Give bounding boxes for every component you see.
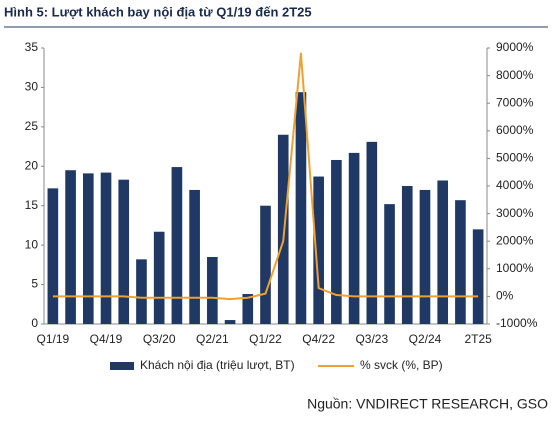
bar xyxy=(313,176,324,324)
x-tick-label: Q3/20 xyxy=(143,332,176,346)
y2-tick-label: 6000% xyxy=(496,123,534,137)
bar xyxy=(118,179,130,324)
bar xyxy=(100,172,112,324)
bar xyxy=(348,152,360,324)
bar xyxy=(419,189,431,324)
bar xyxy=(136,259,147,324)
y2-tick-label: 4000% xyxy=(496,178,534,192)
bar xyxy=(224,320,236,324)
y2-tick-label: 9000% xyxy=(496,40,534,54)
y-tick-label: 25 xyxy=(25,119,39,133)
x-tick-label: Q1/22 xyxy=(249,332,282,346)
y-tick-label: 35 xyxy=(25,40,39,54)
bar xyxy=(189,189,200,324)
bar xyxy=(366,141,378,324)
bar xyxy=(331,159,342,324)
chart-title: Hình 5: Lượt khách bay nội địa từ Q1/19 … xyxy=(4,4,312,19)
bar xyxy=(455,200,466,324)
bar xyxy=(472,229,484,324)
legend-swatch xyxy=(110,362,134,370)
legend-label: Khách nội địa (triệu lượt, BT) xyxy=(140,358,295,372)
y-tick-label: 20 xyxy=(25,158,39,172)
bar xyxy=(207,256,218,324)
y-tick-label: 15 xyxy=(25,198,39,212)
x-tick-label: Q1/19 xyxy=(37,332,70,346)
y-tick-label: 5 xyxy=(31,277,38,291)
y2-tick-label: -1000% xyxy=(496,316,538,330)
bar xyxy=(65,170,76,324)
bar xyxy=(47,188,59,324)
bar xyxy=(260,205,271,324)
legend-label: % svck (%, BP) xyxy=(360,358,443,372)
bar xyxy=(153,231,165,324)
y2-tick-label: 0% xyxy=(496,289,514,303)
y2-tick-label: 7000% xyxy=(496,95,534,109)
x-tick-label: Q2/24 xyxy=(409,332,442,346)
y2-tick-label: 8000% xyxy=(496,68,534,82)
bar xyxy=(401,186,413,324)
bar xyxy=(171,167,183,324)
x-tick-label: 2T25 xyxy=(464,332,492,346)
source: Nguồn: VNDIRECT RESEARCH, GSO xyxy=(307,396,548,412)
bar xyxy=(242,294,254,324)
y-tick-label: 10 xyxy=(25,237,39,251)
bar xyxy=(437,180,449,324)
x-tick-label: Q4/19 xyxy=(90,332,123,346)
y-tick-label: 0 xyxy=(31,316,38,330)
x-tick-label: Q4/22 xyxy=(302,332,335,346)
bar xyxy=(277,134,289,324)
bar xyxy=(295,92,307,324)
y2-tick-label: 1000% xyxy=(496,261,534,275)
y-tick-label: 30 xyxy=(25,80,39,94)
y2-tick-label: 5000% xyxy=(496,151,534,165)
y2-tick-label: 3000% xyxy=(496,206,534,220)
x-tick-label: Q3/23 xyxy=(355,332,388,346)
x-tick-label: Q2/21 xyxy=(196,332,229,346)
y2-tick-label: 2000% xyxy=(496,233,534,247)
line xyxy=(52,52,479,301)
bar xyxy=(384,204,395,324)
bar xyxy=(82,173,94,324)
